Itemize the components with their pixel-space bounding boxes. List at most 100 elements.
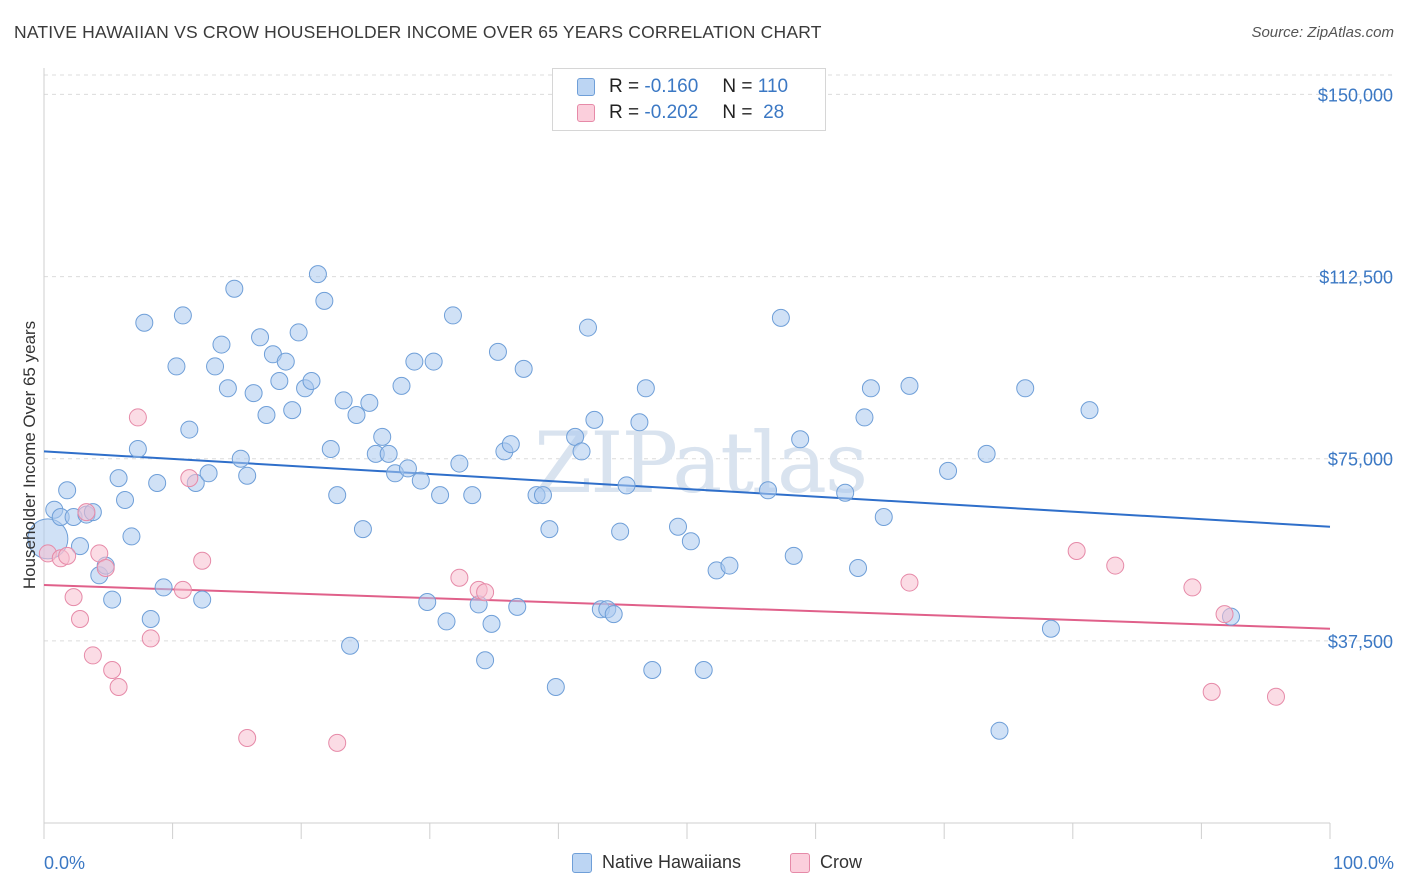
point-native-hawaiians [540,520,559,539]
point-native-hawaiians [1016,379,1035,398]
bottom-legend-crow[interactable]: Crow [790,852,862,873]
legend-r-label: R = [609,76,640,97]
point-native-hawaiians [283,401,302,420]
point-native-hawaiians [257,406,276,424]
point-native-hawaiians [939,461,958,480]
point-native-hawaiians [405,352,424,371]
point-native-hawaiians [270,372,289,390]
point-native-hawaiians [874,508,893,526]
point-native-hawaiians [347,406,366,424]
point-native-hawaiians [206,357,225,376]
point-native-hawaiians [141,610,160,628]
point-crow [1106,556,1125,575]
point-native-hawaiians [443,306,462,325]
point-native-hawaiians [611,522,630,541]
point-native-hawaiians [488,342,507,361]
point-native-hawaiians [643,661,662,679]
point-native-hawaiians [836,483,855,502]
point-crow [96,559,115,577]
point-native-hawaiians [289,323,308,342]
point-native-hawaiians [135,313,154,332]
legend-r-value: -0.202 [644,102,699,123]
legend-r-label: R = [609,102,640,123]
point-native-hawaiians [148,474,167,492]
point-native-hawaiians [849,559,868,577]
bottom-legend-label: Crow [820,852,863,872]
point-native-hawaiians [276,352,295,371]
point-native-hawaiians [328,486,347,505]
point-native-hawaiians [225,279,244,298]
chart-title: NATIVE HAWAIIAN VS CROW HOUSEHOLDER INCO… [14,22,822,42]
y-axis-label: Householder Income Over 65 years [20,321,39,589]
legend-r-value: -0.160 [644,76,699,97]
point-native-hawaiians [315,291,334,310]
point-native-hawaiians [1080,401,1099,420]
legend-n-label: N = [722,76,753,97]
point-native-hawaiians [450,454,469,473]
point-native-hawaiians [501,435,520,454]
point-native-hawaiians [508,597,527,616]
legend-n-value: 28 [763,102,785,123]
point-native-hawaiians [321,440,340,458]
point-crow [83,646,102,665]
x-tick-label-min: 0.0% [44,853,85,873]
point-native-hawaiians [533,486,552,505]
point-crow [328,733,347,752]
point-native-hawaiians [977,444,996,463]
point-native-hawaiians [604,605,623,624]
point-native-hawaiians [341,636,360,655]
trend-line-crow [43,584,1331,630]
point-crow [1183,578,1202,597]
point-native-hawaiians [668,517,687,536]
legend-n-label: N = [722,102,753,123]
point-crow [1067,542,1086,560]
point-native-hawaiians [482,614,501,633]
y-tick-label: $112,500 [1319,268,1393,288]
bottom-legend-swatch-blue [572,852,592,873]
point-native-hawaiians [193,590,212,609]
point-native-hawaiians [900,376,919,395]
data-points [27,265,1285,752]
point-native-hawaiians [791,430,810,449]
point-native-hawaiians [218,379,237,398]
point-native-hawaiians [116,491,135,509]
grid-lines [44,74,1396,642]
point-crow [476,583,495,602]
point-native-hawaiians [180,420,199,439]
bottom-legend-native-hawaiians[interactable]: Native Hawaiians [572,852,741,873]
source-label: Source: ZipAtlas.com [1251,24,1394,41]
point-native-hawaiians [238,466,257,485]
point-native-hawaiians [71,537,90,556]
point-native-hawaiians [109,469,128,488]
trend-line-native-hawaiians [43,450,1331,528]
point-crow [900,573,919,592]
point-native-hawaiians [437,612,456,631]
point-native-hawaiians [585,410,604,429]
point-native-hawaiians [771,308,790,327]
point-native-hawaiians [360,393,379,412]
point-native-hawaiians [861,379,880,398]
legend-row-crow: R = -0.202 N = 28 [577,102,784,124]
point-native-hawaiians [617,476,636,495]
point-crow [141,629,160,648]
point-native-hawaiians [681,532,700,551]
point-crow [64,588,83,607]
point-native-hawaiians [463,486,482,505]
point-crow [173,580,192,599]
point-native-hawaiians [476,651,495,670]
point-native-hawaiians [199,464,218,483]
legend-row-native-hawaiians: R = -0.160 N = 110 [577,76,788,98]
point-crow [77,503,96,522]
point-native-hawaiians [334,391,353,410]
trend-lines [43,450,1331,630]
point-native-hawaiians [1041,619,1060,638]
point-native-hawaiians [308,265,327,284]
legend-swatch-blue [577,78,595,96]
point-native-hawaiians [58,481,77,500]
point-crow [1202,682,1221,701]
point-native-hawaiians [103,590,122,609]
point-native-hawaiians [578,318,597,337]
point-native-hawaiians [514,359,533,378]
legend-n-value: 110 [757,76,789,97]
point-crow [193,551,212,570]
